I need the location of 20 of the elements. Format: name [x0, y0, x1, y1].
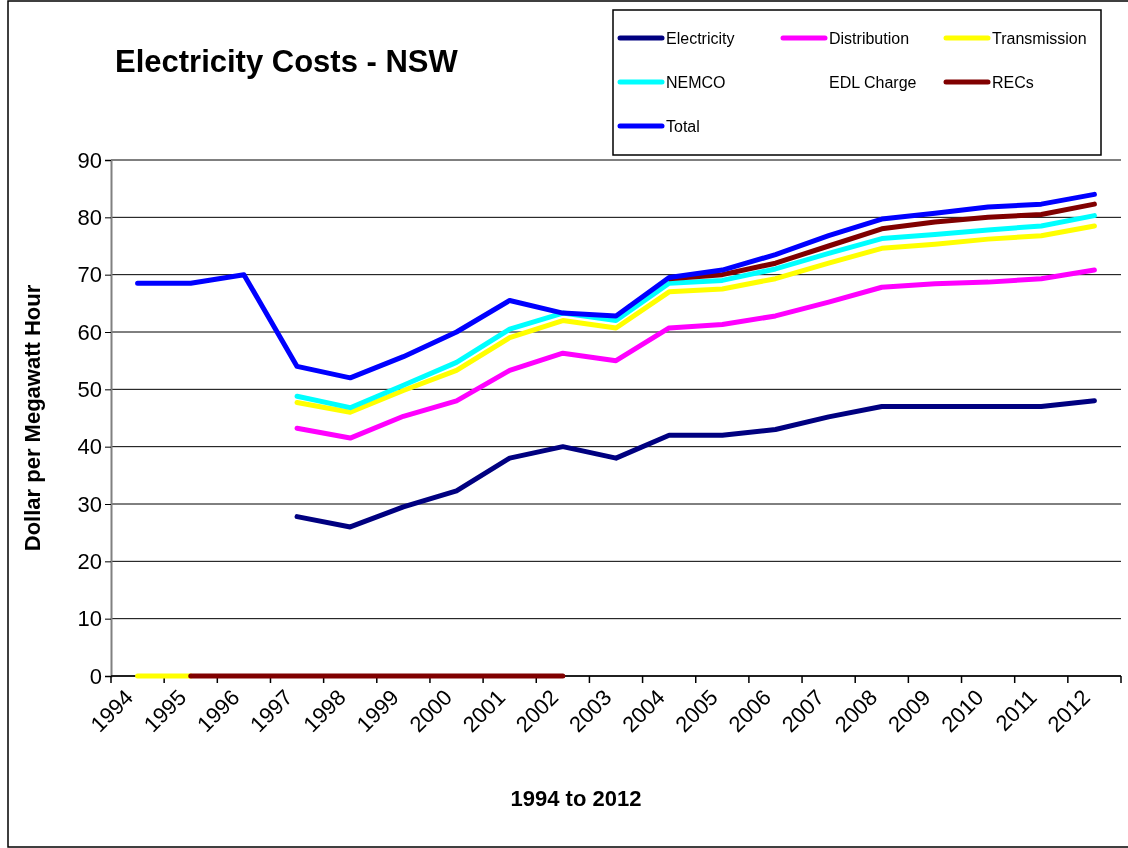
- y-tick-label: 40: [77, 434, 102, 460]
- legend-label: Electricity: [666, 29, 735, 47]
- y-tick-label: 10: [77, 606, 102, 632]
- text: EDL Charge: [829, 73, 917, 91]
- y-tick-label: 70: [77, 262, 102, 288]
- y-tick-label: 60: [77, 319, 102, 345]
- y-tick-label: 0: [89, 663, 102, 689]
- legend-label: RECs: [992, 73, 1034, 91]
- y-tick-label: 30: [77, 491, 102, 517]
- x-axis-title: 1994 to 2012: [510, 786, 642, 811]
- legend-label: Distribution: [829, 29, 910, 47]
- y-tick-label: 80: [77, 204, 102, 230]
- y-axis-title: Dollar per Megawatt Hour: [20, 284, 45, 552]
- y-tick-label: 20: [77, 548, 102, 574]
- y-tick-label: 50: [77, 376, 102, 402]
- legend-label: Transmission: [992, 29, 1087, 47]
- legend-label: Total: [666, 117, 700, 135]
- chart-title: Electricity Costs - NSW: [115, 44, 459, 79]
- legend-label: NEMCO: [666, 73, 726, 91]
- y-tick-label: 90: [77, 147, 102, 173]
